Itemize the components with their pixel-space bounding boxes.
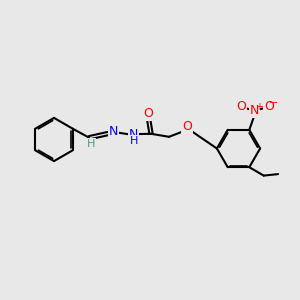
Text: N: N xyxy=(129,128,138,141)
Text: H: H xyxy=(86,139,95,149)
Text: O: O xyxy=(144,106,154,120)
Text: N: N xyxy=(109,125,118,138)
Text: O: O xyxy=(264,100,274,113)
Text: H: H xyxy=(129,136,138,146)
Text: N: N xyxy=(250,104,259,117)
Text: O: O xyxy=(236,100,246,113)
Text: +: + xyxy=(255,102,263,112)
Text: O: O xyxy=(182,120,192,133)
Text: −: − xyxy=(269,98,279,108)
